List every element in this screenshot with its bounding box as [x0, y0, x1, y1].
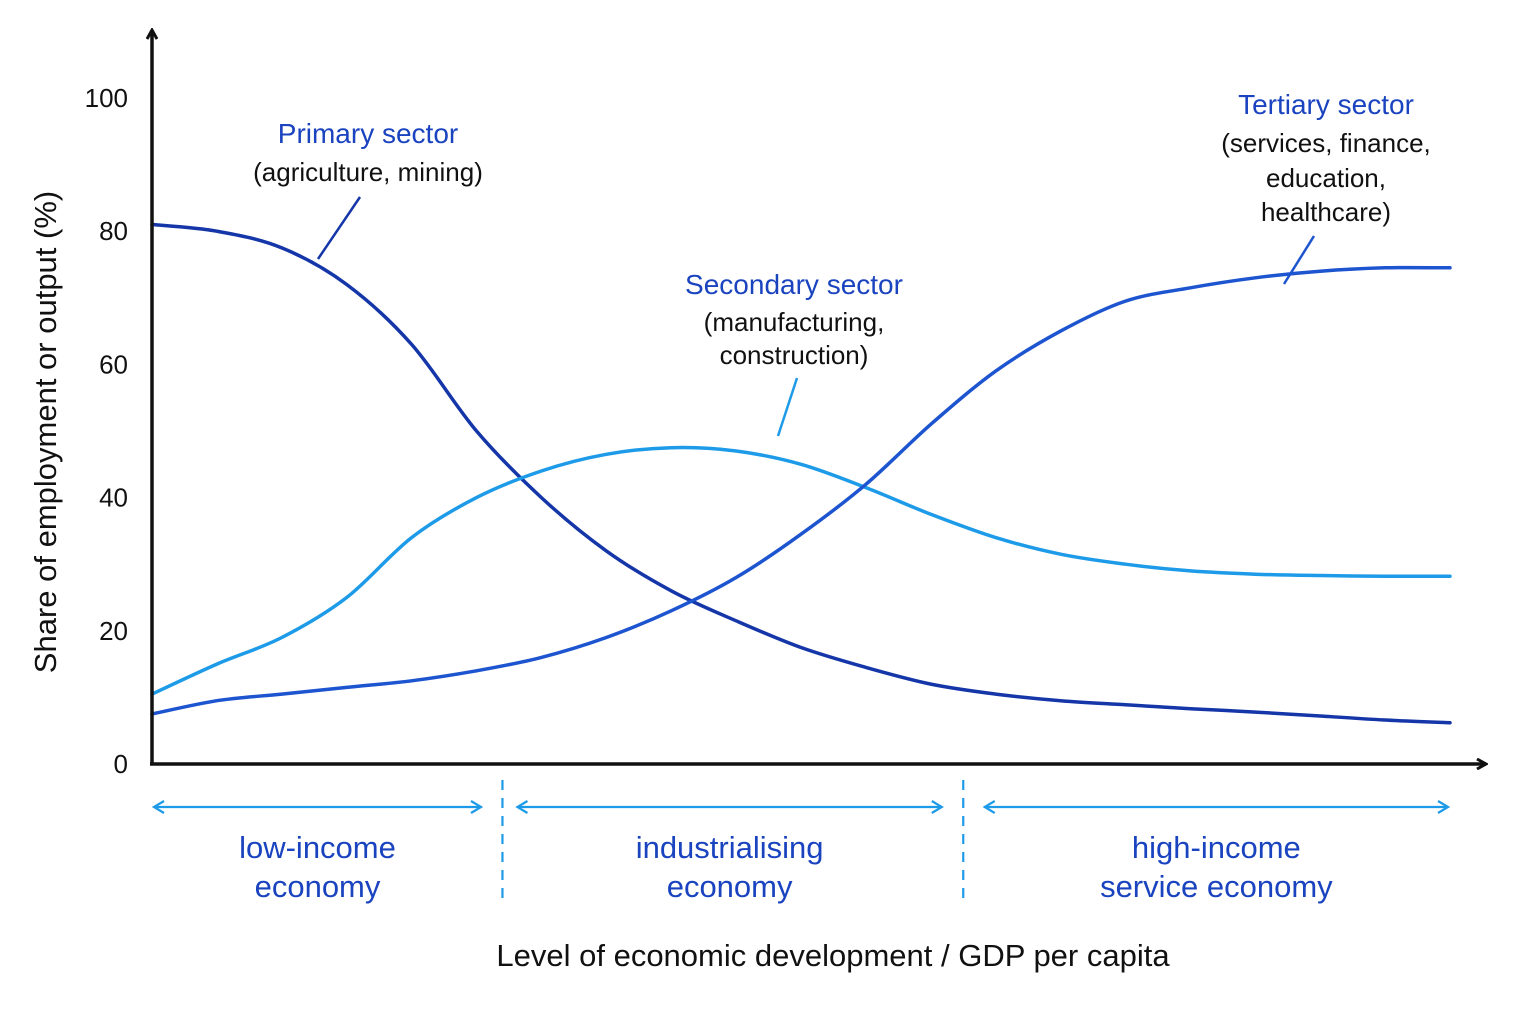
tertiary-sector-label: Tertiary sector	[1238, 89, 1414, 120]
series-callouts: Primary sector (agriculture, mining) Secon…	[253, 89, 1431, 437]
primary-sector-line	[150, 222, 1452, 725]
tertiary-sector-description: healthcare)	[1261, 197, 1391, 227]
stage-label: industrialising	[636, 830, 824, 865]
primary-sector-leader-line	[316, 196, 362, 260]
primary-sector-label: Primary sector	[278, 118, 458, 149]
y-tick-label: 80	[99, 216, 128, 246]
tertiary-sector-description: (services, finance,	[1221, 128, 1431, 158]
tertiary-sector-description: education,	[1266, 163, 1386, 193]
x-axis-title: Level of economic development / GDP per …	[496, 938, 1170, 973]
y-axis-tick-labels: 0 20 40 60 80 100	[85, 83, 128, 779]
y-tick-label: 20	[99, 616, 128, 646]
development-stages: low-income economy industrialising economy h…	[154, 780, 1448, 904]
y-tick-label: 60	[99, 349, 128, 379]
y-tick-label: 0	[114, 749, 128, 779]
secondary-sector-leader-line	[776, 377, 799, 437]
stage-label: low-income	[239, 830, 396, 865]
secondary-sector-description: construction)	[720, 340, 869, 370]
stage-label: economy	[667, 869, 793, 904]
stage-label: service economy	[1100, 869, 1333, 904]
y-axis-title: Share of employment or output (%)	[28, 191, 63, 673]
primary-sector-description: (agriculture, mining)	[253, 157, 483, 187]
y-tick-label: 40	[99, 483, 128, 513]
tertiary-sector-line	[150, 265, 1452, 716]
secondary-sector-line	[150, 445, 1452, 696]
tertiary-sector-leader-line	[1282, 235, 1316, 285]
y-tick-label: 100	[85, 83, 128, 113]
secondary-sector-description: (manufacturing,	[704, 307, 885, 337]
stage-label: economy	[255, 869, 381, 904]
series-curves	[150, 222, 1452, 725]
stage-label: high-income	[1132, 830, 1301, 865]
secondary-sector-label: Secondary sector	[685, 269, 903, 300]
